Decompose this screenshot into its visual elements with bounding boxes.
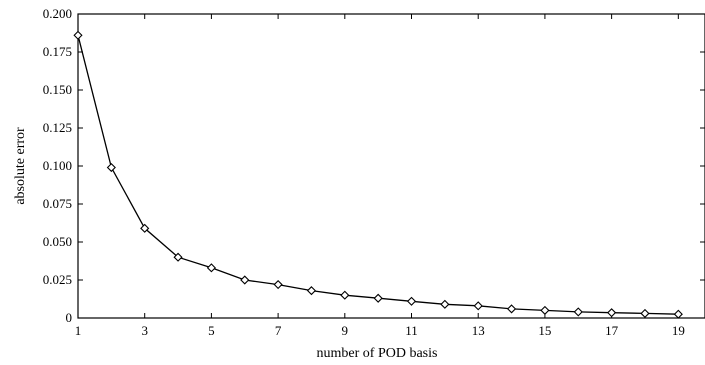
x-tick-label: 7 (275, 323, 282, 338)
data-point-marker (340, 290, 350, 300)
data-point-marker (573, 307, 583, 317)
x-tick-label: 5 (208, 323, 215, 338)
y-tick-label: 0.200 (43, 6, 72, 21)
x-tick-label: 11 (405, 323, 418, 338)
data-point-marker (373, 293, 383, 303)
data-point-marker (506, 304, 517, 314)
x-tick-label: 13 (472, 323, 485, 338)
data-point-marker (173, 252, 183, 262)
data-point-marker (607, 308, 617, 318)
y-tick-label: 0 (66, 310, 73, 325)
x-axis-label: number of POD basis (317, 346, 438, 361)
y-tick-label: 0.175 (43, 44, 72, 59)
data-point-marker (540, 305, 550, 315)
x-tick-label: 3 (141, 323, 148, 338)
data-point-marker (673, 309, 683, 319)
y-tick-label: 0.125 (43, 120, 72, 135)
y-tick-label: 0.025 (43, 272, 72, 287)
data-point-marker (406, 296, 417, 306)
data-point-marker (306, 286, 317, 296)
y-tick-label: 0.150 (43, 82, 72, 97)
y-axis-label: absolute error (13, 127, 28, 205)
data-markers (73, 30, 683, 319)
y-tick-label: 0.100 (43, 158, 72, 173)
x-tick-label: 15 (538, 323, 551, 338)
axis-ticks (77, 13, 705, 319)
data-point-marker (106, 162, 116, 173)
data-point-marker (473, 301, 483, 311)
data-point-marker (273, 279, 283, 290)
data-point-marker (73, 30, 83, 40)
data-point-marker (206, 263, 216, 273)
series-line (77, 35, 679, 315)
x-tick-label: 1 (75, 323, 82, 338)
y-tick-label: 0.050 (43, 234, 72, 249)
tick-labels: 1 3 5 7 9 11 13 15 17 1900.0250.0500.0750.1000.12… (43, 6, 685, 338)
plot-frame (77, 13, 705, 319)
x-tick-label: 9 (342, 323, 349, 338)
x-tick-label: 17 (605, 323, 619, 338)
y-tick-label: 0.075 (43, 196, 72, 211)
data-point-marker (240, 275, 250, 285)
data-point-marker (140, 223, 150, 233)
x-tick-label: 19 (672, 323, 685, 338)
data-point-marker (640, 308, 650, 319)
data-point-marker (440, 299, 450, 309)
